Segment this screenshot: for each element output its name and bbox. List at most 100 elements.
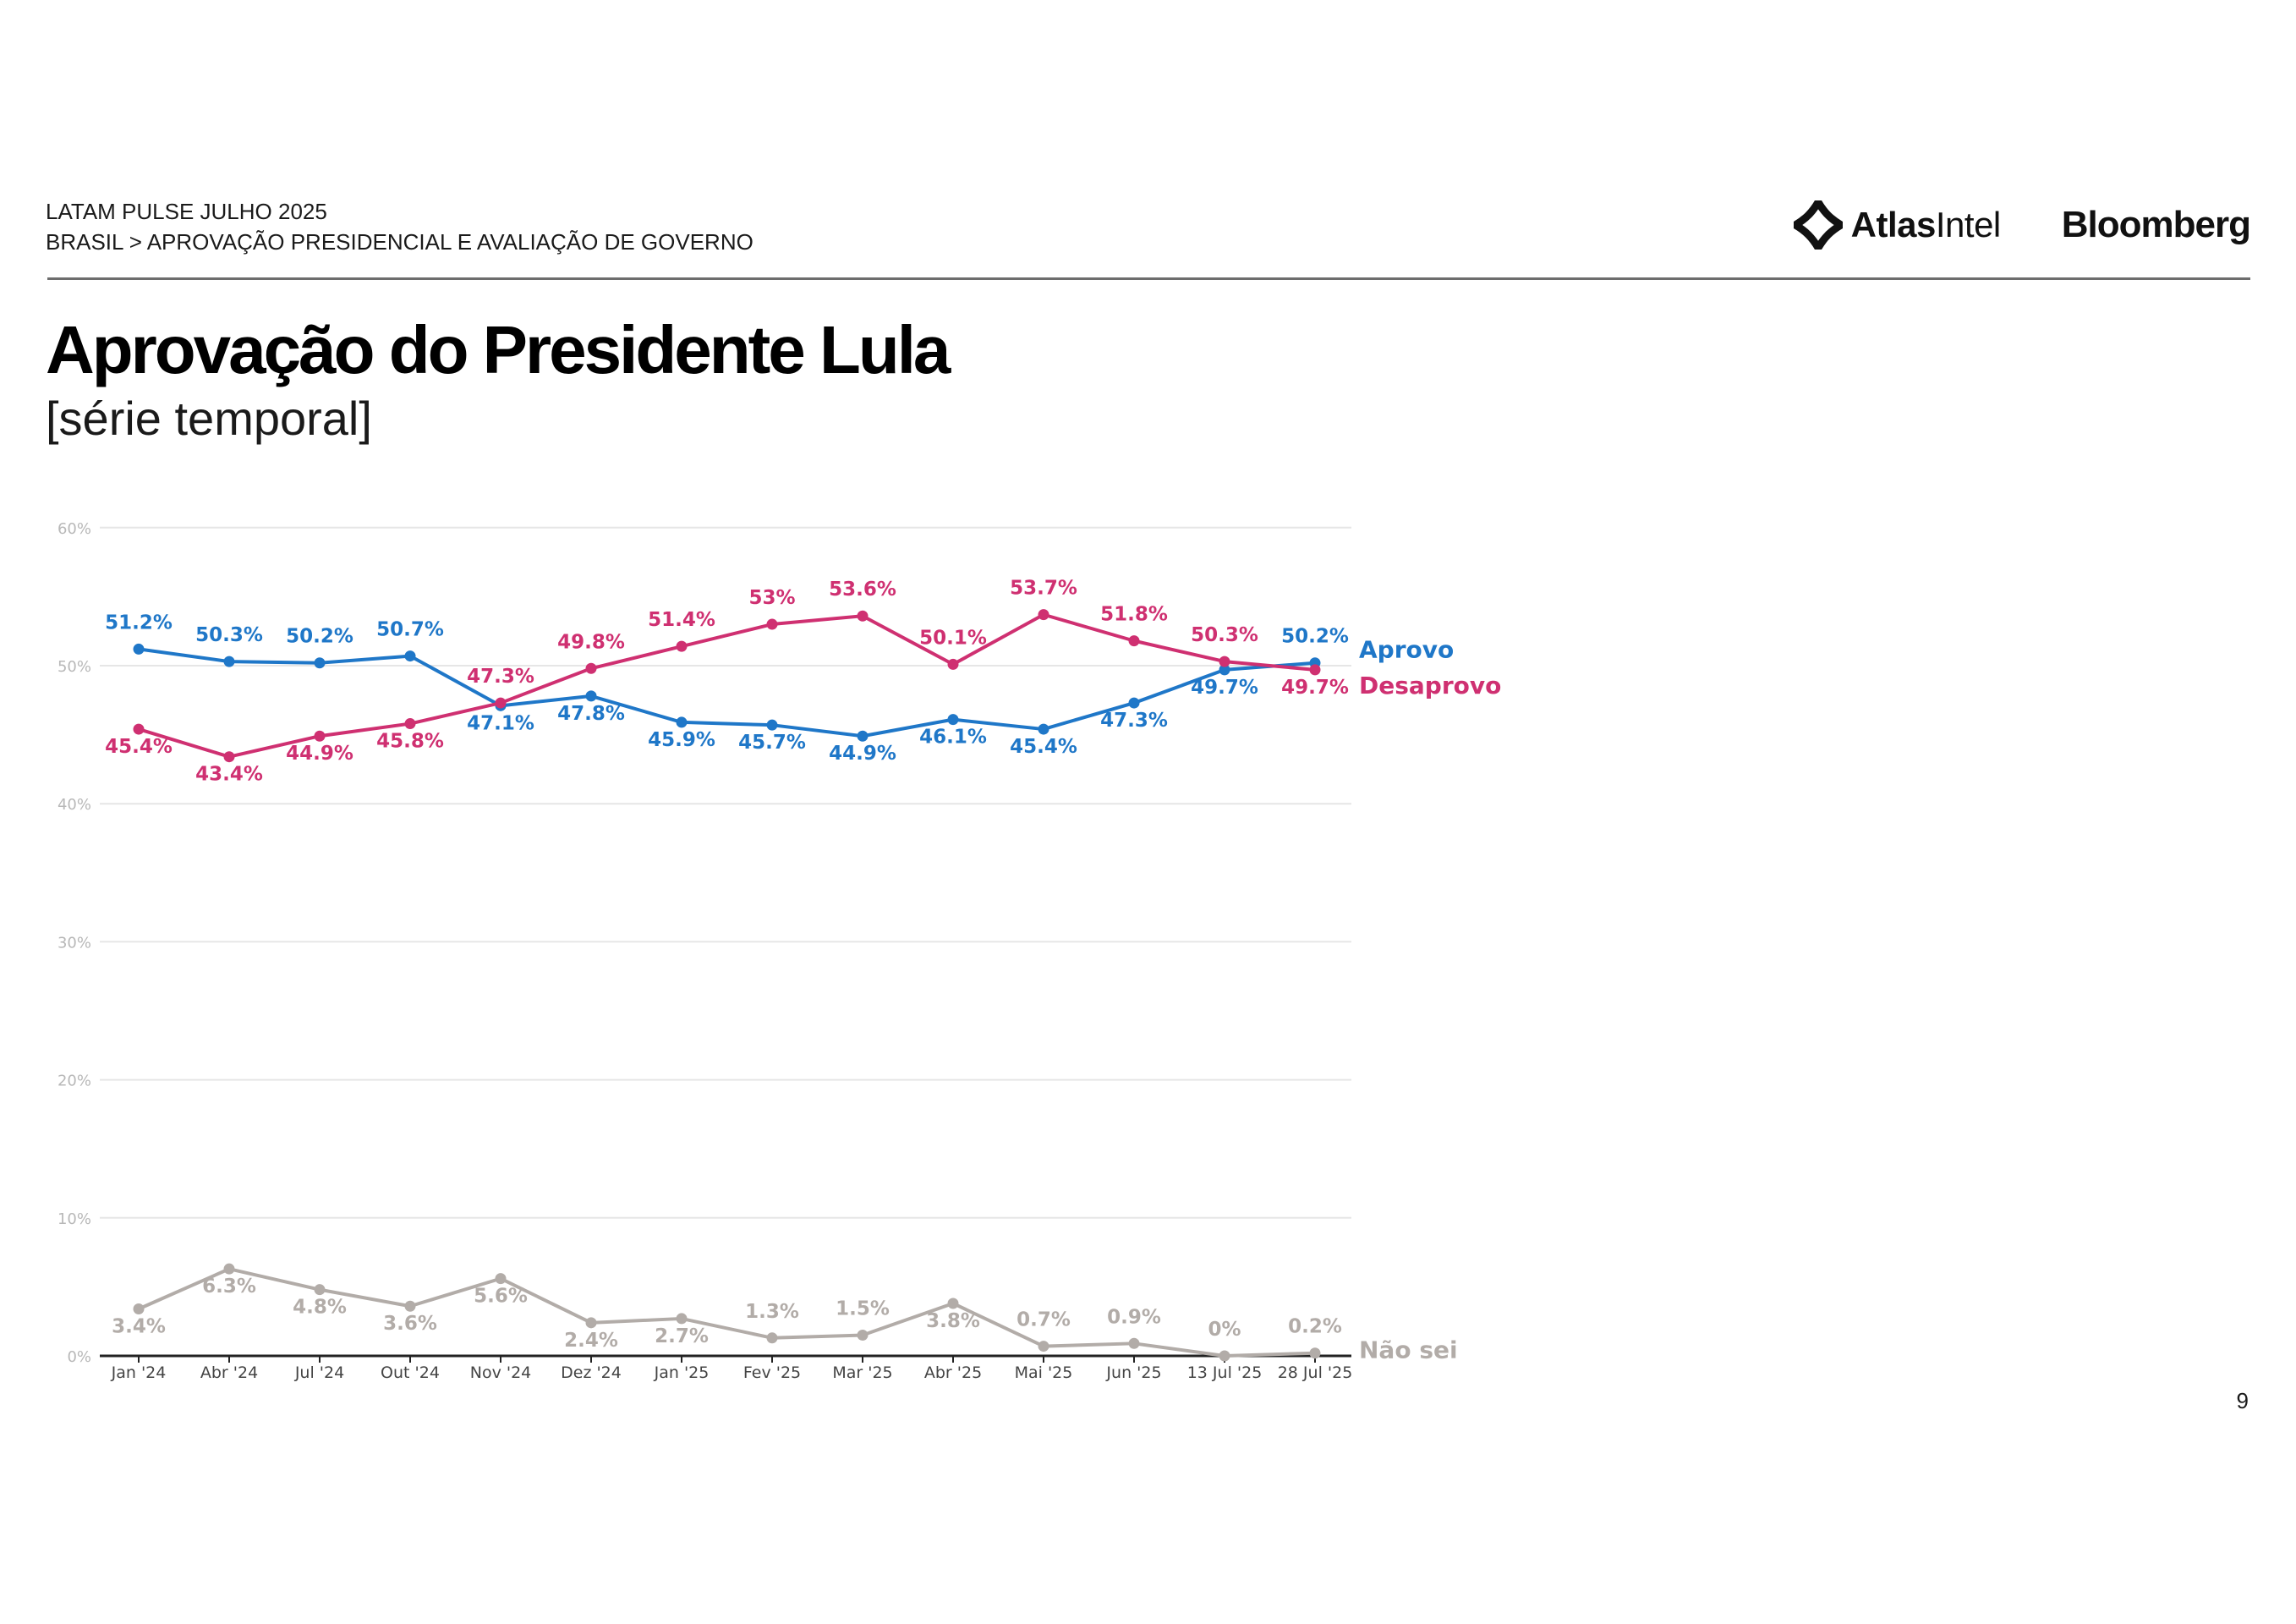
data-label: 2.7% (655, 1325, 709, 1347)
bloomberg-logo: Bloomberg (2061, 204, 2251, 245)
data-label: 50.2% (1281, 626, 1349, 648)
y-tick-label: 10% (58, 1210, 91, 1228)
x-tick-label: Fev '25 (743, 1363, 801, 1382)
data-label: 53.6% (829, 579, 896, 601)
data-point (857, 730, 869, 742)
data-label: 53% (748, 587, 795, 609)
data-point (857, 1330, 869, 1341)
data-point (857, 610, 869, 622)
y-tick-label: 50% (58, 658, 91, 676)
y-tick-label: 0% (67, 1348, 91, 1366)
data-label: 45.4% (105, 736, 173, 758)
data-label: 0.9% (1107, 1306, 1161, 1328)
data-label: 0% (1208, 1319, 1241, 1341)
x-tick-label: Mar '25 (832, 1363, 892, 1382)
data-label: 50.3% (195, 624, 263, 646)
data-label: 51.4% (648, 609, 715, 631)
data-label: 5.6% (474, 1286, 528, 1308)
data-label: 0.2% (1288, 1316, 1342, 1338)
page-title: Aprovação do Presidente Lula (46, 312, 951, 387)
data-label: 50.3% (1191, 624, 1258, 646)
atlas-wordmark-bold: Atlas (1850, 205, 1937, 244)
x-tick-label: Nov '24 (470, 1363, 532, 1382)
data-label: 45.7% (738, 732, 806, 754)
x-tick-label: Dez '24 (561, 1363, 622, 1382)
data-label: 44.9% (286, 743, 353, 765)
header-divider (47, 277, 2250, 280)
data-point (223, 1263, 235, 1275)
data-label: 43.4% (195, 764, 263, 786)
data-point (133, 723, 145, 735)
data-point (1128, 635, 1140, 647)
data-point (676, 640, 688, 652)
data-point (404, 1300, 416, 1312)
data-label: 1.3% (745, 1301, 799, 1323)
partner-logos: AtlasIntel Bloomberg (1793, 200, 2251, 250)
data-label: 50.1% (919, 627, 987, 649)
data-point (314, 657, 326, 669)
series-line-aprovo (138, 647, 1316, 738)
series-end-label: Desaprovo (1359, 672, 1501, 700)
atlasintel-logo: AtlasIntel (1793, 200, 2001, 250)
data-point (766, 1332, 778, 1344)
page-subtitle: [série temporal] (46, 392, 372, 445)
header-breadcrumb: LATAM PULSE JULHO 2025 BRASIL > APROVAÇÃ… (46, 196, 753, 257)
x-tick-label: Abr '25 (924, 1363, 982, 1382)
y-tick-label: 60% (58, 520, 91, 538)
atlasintel-mark-icon (1793, 200, 1843, 250)
x-tick-label: Jun '25 (1105, 1363, 1161, 1382)
data-point (314, 1284, 326, 1296)
series-line-desaprovo (138, 612, 1316, 759)
data-label: 45.9% (648, 729, 715, 751)
data-point (1309, 664, 1321, 676)
data-label: 3.6% (383, 1313, 437, 1335)
data-label: 50.7% (376, 619, 444, 641)
data-label: 47.1% (467, 712, 534, 734)
data-label: 44.9% (829, 743, 896, 765)
data-point (1219, 656, 1230, 667)
data-label: 51.8% (1100, 604, 1168, 626)
data-label: 45.8% (376, 731, 444, 753)
x-tick-label: Abr '24 (200, 1363, 258, 1382)
data-label: 49.7% (1281, 677, 1349, 699)
data-point (1128, 697, 1140, 709)
data-point (404, 650, 416, 662)
x-tick-label: 28 Jul '25 (1278, 1363, 1353, 1382)
page-number: 9 (2236, 1388, 2249, 1413)
report-name: LATAM PULSE JULHO 2025 (46, 199, 327, 224)
data-label: 0.7% (1016, 1309, 1071, 1331)
x-tick-label: Out '24 (381, 1363, 440, 1382)
x-tick-label: 13 Jul '25 (1187, 1363, 1263, 1382)
data-label: 53.7% (1010, 578, 1077, 600)
data-label: 46.1% (919, 727, 987, 749)
data-point (585, 1317, 597, 1329)
data-label: 47.3% (1100, 710, 1168, 732)
x-tick-label: Jul '24 (294, 1363, 344, 1382)
data-point (676, 716, 688, 728)
data-point (1128, 1337, 1140, 1349)
data-label: 47.3% (467, 666, 534, 688)
data-label: 49.8% (557, 631, 625, 653)
y-tick-label: 20% (58, 1073, 91, 1090)
data-point (947, 714, 959, 726)
data-point (495, 697, 507, 709)
data-point (404, 718, 416, 730)
y-tick-label: 40% (58, 796, 91, 814)
data-point (766, 719, 778, 731)
data-point (676, 1313, 688, 1325)
data-label: 51.2% (105, 612, 173, 634)
x-tick-label: Jan '24 (111, 1363, 167, 1382)
x-tick-label: Mai '25 (1015, 1363, 1073, 1382)
series-end-label: Não sei (1359, 1336, 1458, 1364)
series-end-label: Aprovo (1359, 636, 1454, 664)
x-tick-label: Jan '25 (654, 1363, 710, 1382)
data-point (495, 1273, 507, 1285)
data-point (1219, 664, 1230, 676)
data-point (1309, 1347, 1321, 1359)
atlas-wordmark-regular: Intel (1935, 205, 2001, 244)
data-point (223, 751, 235, 763)
data-point (947, 1298, 959, 1309)
data-label: 6.3% (202, 1276, 256, 1298)
data-point (1038, 1341, 1049, 1352)
